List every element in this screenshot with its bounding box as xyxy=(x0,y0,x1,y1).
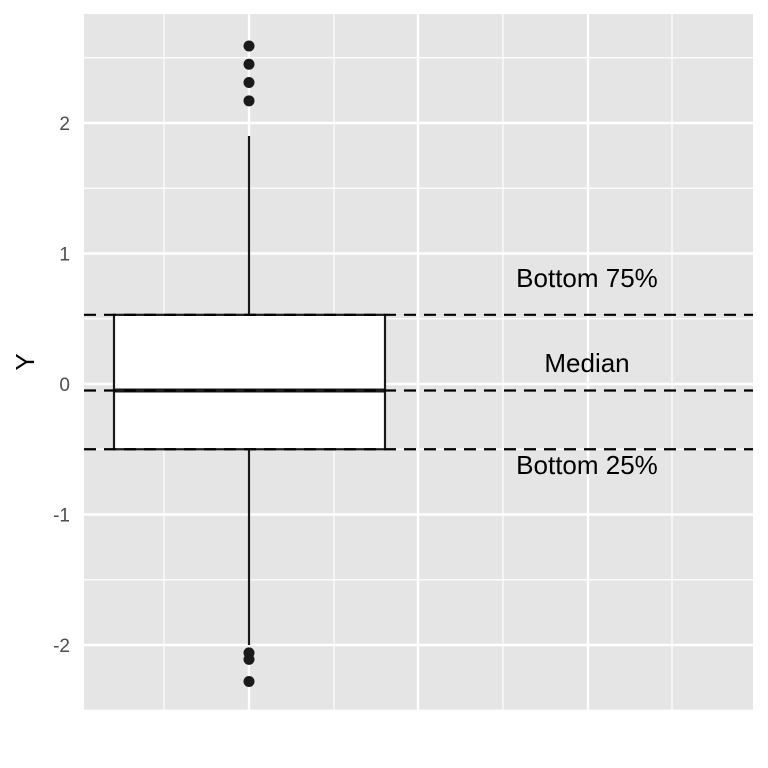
outlier-point xyxy=(243,653,255,665)
box xyxy=(112,313,387,451)
y-tick-label: 1 xyxy=(59,245,70,266)
outlier-point xyxy=(243,58,255,70)
outlier-point xyxy=(243,95,255,107)
reference-line-label: Bottom 25% xyxy=(516,450,658,480)
outlier-point xyxy=(243,77,255,89)
outlier-point xyxy=(243,676,255,688)
y-tick-label: -2 xyxy=(53,636,70,657)
reference-line-label: Bottom 75% xyxy=(516,263,658,293)
iqr-box xyxy=(112,313,387,451)
y-tick-label: -1 xyxy=(53,506,70,527)
outlier-point xyxy=(243,40,255,52)
y-axis-ticks: -2 -1 0 1 2 xyxy=(53,114,70,657)
outliers xyxy=(243,40,255,688)
annotations: Bottom 75% Median Bottom 25% xyxy=(516,263,658,480)
y-tick-label: 2 xyxy=(59,114,70,135)
reference-line-label: Median xyxy=(544,348,629,378)
y-axis-title: Y xyxy=(10,353,40,370)
reference-lines xyxy=(84,313,753,451)
y-tick-label: 0 xyxy=(59,375,70,396)
